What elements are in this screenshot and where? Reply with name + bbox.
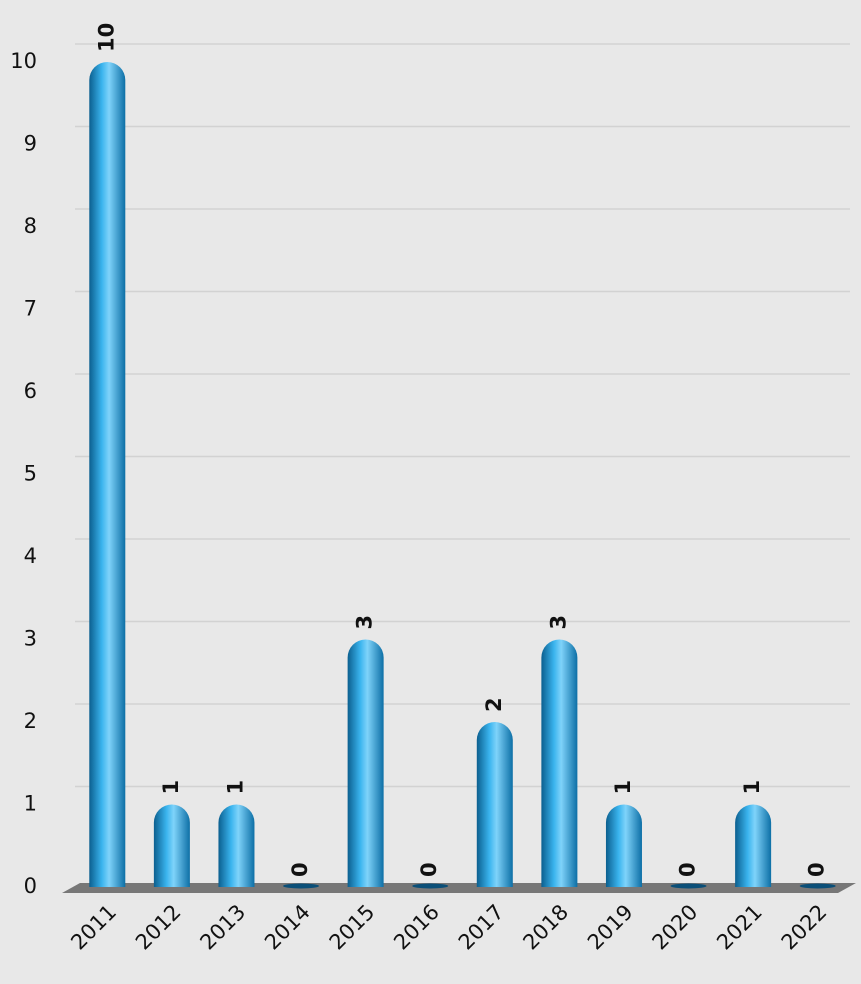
data-label: 1: [740, 780, 764, 795]
bar: [89, 62, 126, 888]
x-tick-label: 2018: [518, 900, 573, 955]
y-tick-label: 10: [10, 49, 37, 73]
bar: [218, 804, 255, 887]
data-label: 3: [546, 615, 570, 630]
data-label: 2: [482, 697, 506, 712]
data-label: 10: [94, 23, 118, 52]
x-tick-label: 2021: [712, 900, 767, 955]
data-label: 3: [353, 615, 377, 630]
data-label: 0: [805, 862, 829, 877]
y-tick-label: 7: [24, 297, 37, 321]
y-tick-label: 6: [24, 379, 37, 403]
bar: [283, 883, 320, 889]
data-label: 1: [223, 780, 247, 795]
y-tick-label: 9: [24, 132, 37, 156]
x-tick-label: 2011: [66, 900, 121, 955]
data-label: 0: [288, 862, 312, 877]
x-tick-label: 2020: [648, 900, 703, 955]
x-tick-label: 2022: [777, 900, 832, 955]
y-tick-label: 2: [24, 709, 37, 733]
x-tick-label: 2013: [195, 900, 250, 955]
y-tick-label: 0: [24, 874, 37, 898]
x-tick-label: 2012: [131, 900, 186, 955]
data-label: 0: [417, 862, 441, 877]
bar: [670, 883, 707, 889]
bar: [412, 883, 449, 889]
data-label: 1: [611, 780, 635, 795]
bar: [153, 804, 190, 887]
bar: [605, 804, 642, 887]
x-tick-label: 2019: [583, 900, 638, 955]
data-label: 1: [159, 780, 183, 795]
data-label: 0: [676, 862, 700, 877]
y-tick-label: 4: [24, 544, 37, 568]
x-tick-label: 2016: [389, 900, 444, 955]
y-tick-label: 8: [24, 214, 37, 238]
bar: [735, 804, 772, 887]
bar: [476, 722, 513, 887]
bar: [799, 883, 836, 889]
y-tick-label: 3: [24, 627, 37, 651]
y-tick-label: 5: [24, 462, 37, 486]
x-tick-label: 2017: [454, 900, 509, 955]
y-tick-label: 1: [24, 792, 37, 816]
x-tick-label: 2015: [325, 900, 380, 955]
bar: [541, 639, 578, 887]
floor: [62, 883, 856, 893]
x-tick-label: 2014: [260, 900, 315, 955]
bar: [347, 639, 384, 887]
